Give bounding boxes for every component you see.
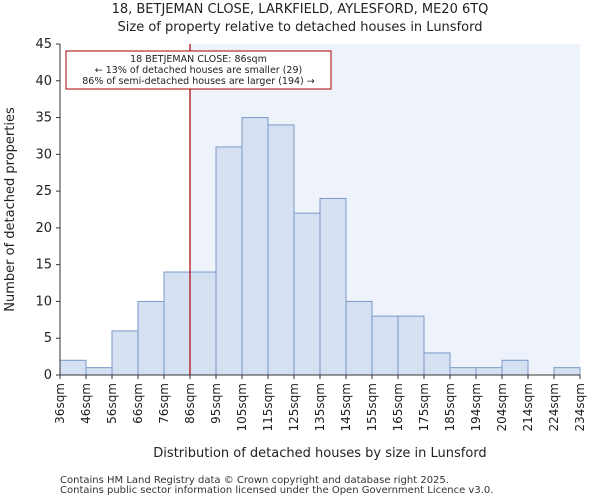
bar-125sqm — [293, 212, 321, 376]
bar-145sqm — [345, 300, 373, 376]
footer-licence: Contains public sector information licen… — [60, 485, 494, 496]
x-tick-label: 56sqm — [105, 383, 119, 424]
x-tick-label: 66sqm — [131, 383, 145, 424]
bar-105sqm — [241, 117, 269, 376]
x-tick-label: 145sqm — [339, 383, 353, 431]
bar-135sqm — [319, 197, 347, 376]
property-annotation: 18 BETJEMAN CLOSE: 86sqm ← 13% of detach… — [65, 50, 332, 90]
bar-95sqm — [215, 146, 243, 376]
bar-115sqm — [267, 124, 295, 376]
annotation-line-2: ← 13% of detached houses are smaller (29… — [95, 65, 302, 76]
x-tick-label: 115sqm — [261, 383, 275, 431]
annotation-line-3: 86% of semi-detached houses are larger (… — [82, 76, 315, 87]
bar-36sqm — [59, 359, 87, 376]
y-tick-label: 5 — [44, 331, 52, 346]
y-axis-label: Number of detached properties — [3, 107, 18, 312]
y-tick-label: 25 — [35, 184, 52, 199]
chart-subtitle: Size of property relative to detached ho… — [117, 20, 483, 35]
x-tick-label: 224sqm — [547, 383, 561, 431]
bar-86sqm — [189, 271, 217, 376]
x-tick-label: 105sqm — [235, 383, 249, 431]
chart-title: 18, BETJEMAN CLOSE, LARKFIELD, AYLESFORD… — [111, 2, 489, 17]
footer-copyright: Contains HM Land Registry data © Crown c… — [60, 475, 449, 486]
x-tick-label: 234sqm — [573, 383, 587, 431]
bar-175sqm — [423, 352, 451, 376]
y-tick-label: 30 — [35, 147, 52, 162]
x-tick-label: 185sqm — [443, 383, 457, 431]
x-tick-label: 86sqm — [183, 383, 197, 424]
x-tick-label: 76sqm — [157, 383, 171, 424]
x-axis-label: Distribution of detached houses by size … — [153, 446, 486, 461]
x-tick-label: 36sqm — [53, 383, 67, 424]
x-tick-label: 155sqm — [365, 383, 379, 431]
x-tick-label: 194sqm — [469, 383, 483, 431]
x-tick-label: 135sqm — [313, 383, 327, 431]
bar-185sqm — [449, 367, 477, 376]
x-tick-label: 175sqm — [417, 383, 431, 431]
y-tick-label: 0 — [44, 368, 52, 383]
x-tick-label: 125sqm — [287, 383, 301, 431]
bar-155sqm — [371, 315, 399, 376]
bar-76sqm — [163, 271, 191, 376]
x-tick-label: 165sqm — [391, 383, 405, 431]
annotation-line-1: 18 BETJEMAN CLOSE: 86sqm — [130, 54, 267, 65]
bar-56sqm — [111, 330, 139, 376]
bar-46sqm — [85, 367, 113, 376]
x-tick-label: 214sqm — [521, 383, 535, 431]
y-tick-label: 20 — [35, 221, 52, 236]
x-tick-label: 204sqm — [495, 383, 509, 431]
x-tick-label: 95sqm — [209, 383, 223, 424]
y-tick-label: 15 — [35, 258, 52, 273]
bar-66sqm — [137, 300, 165, 376]
bar-204sqm — [501, 359, 529, 376]
y-tick-label: 45 — [35, 37, 52, 52]
y-tick-label: 35 — [35, 111, 52, 126]
x-tick-label: 46sqm — [79, 383, 93, 424]
bar-165sqm — [397, 315, 425, 376]
y-tick-label: 10 — [35, 294, 52, 309]
bar-194sqm — [475, 367, 503, 376]
annotation-box — [65, 50, 332, 90]
bar-224sqm — [553, 367, 581, 376]
y-tick-label: 40 — [35, 74, 52, 89]
